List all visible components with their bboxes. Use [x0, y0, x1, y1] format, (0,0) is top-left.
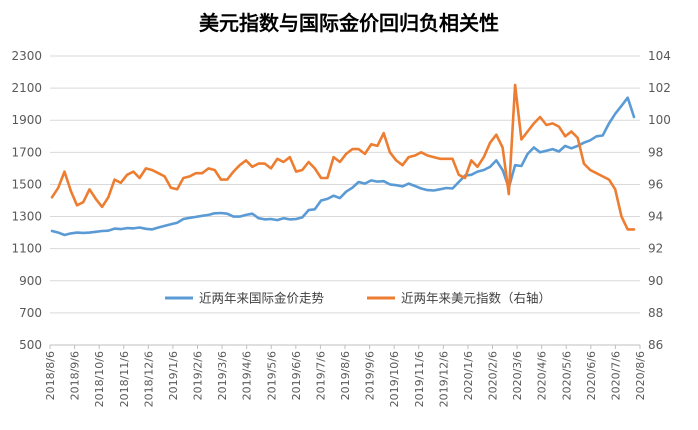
right-tick-label: 96 [648, 177, 663, 191]
x-tick-label: 2019/7/6 [314, 351, 327, 400]
left-tick-label: 900 [19, 274, 42, 288]
x-tick-label: 2019/4/6 [241, 351, 254, 400]
right-tick-label: 100 [648, 113, 671, 127]
legend-label: 近两年来美元指数（右轴） [401, 291, 551, 306]
left-tick-label: 1300 [11, 210, 42, 224]
x-tick-label: 2019/12/6 [437, 351, 450, 407]
left-tick-label: 500 [19, 338, 42, 352]
x-tick-label: 2020/4/6 [536, 351, 549, 400]
x-tick-label: 2019/11/6 [413, 351, 426, 407]
right-tick-label: 104 [648, 49, 671, 63]
right-y-axis: 86 88 90 92 94 96 98 100 102 104 [648, 49, 671, 352]
x-tick-label: 2018/11/6 [118, 351, 131, 407]
x-tick-label: 2020/2/6 [487, 351, 500, 400]
left-tick-label: 1900 [11, 113, 42, 127]
right-tick-label: 102 [648, 81, 671, 95]
x-tick-label: 2020/3/6 [511, 351, 524, 400]
gold-price-line [50, 96, 636, 237]
left-tick-label: 700 [19, 306, 42, 320]
x-tick-label: 2018/12/6 [142, 351, 155, 407]
x-tick-label: 2020/7/6 [609, 351, 622, 400]
chart-title: 美元指数与国际金价回归负相关性 [199, 11, 499, 35]
x-tick-label: 2018/8/6 [44, 351, 57, 400]
series-lines [50, 83, 636, 237]
left-tick-label: 2300 [11, 49, 42, 63]
x-tick-label: 2020/6/6 [585, 351, 598, 400]
x-tick-label: 2020/8/6 [634, 351, 647, 400]
x-tick-label: 2019/8/6 [339, 351, 352, 400]
x-tick-label: 2019/9/6 [364, 351, 377, 400]
x-tick-label: 2018/9/6 [69, 351, 82, 400]
x-tick-label: 2019/1/6 [167, 351, 180, 400]
left-tick-label: 1500 [11, 177, 42, 191]
x-tick-label: 2020/5/6 [560, 351, 573, 400]
dollar-index-line [50, 83, 636, 231]
x-tick-label: 2018/10/6 [93, 351, 106, 407]
gridlines [50, 55, 640, 346]
left-tick-label: 2100 [11, 81, 42, 95]
right-tick-label: 94 [648, 210, 663, 224]
x-tick-label: 2019/5/6 [265, 351, 278, 400]
right-tick-label: 98 [648, 145, 663, 159]
x-axis: 2018/8/6 2018/9/6 2018/10/6 2018/11/6 2018/1… [44, 344, 647, 407]
left-y-axis: 500 700 900 1100 1300 1500 1700 1900 2100 2300 [11, 49, 42, 352]
right-tick-label: 90 [648, 274, 663, 288]
right-tick-label: 88 [648, 306, 663, 320]
x-tick-label: 2019/2/6 [192, 351, 205, 400]
right-tick-label: 86 [648, 338, 663, 352]
x-tick-label: 2020/1/6 [462, 351, 475, 400]
legend-label: 近两年来国际金价走势 [199, 291, 325, 306]
left-tick-label: 1100 [11, 242, 42, 256]
x-tick-label: 2019/10/6 [388, 351, 401, 407]
left-tick-label: 1700 [11, 145, 42, 159]
x-tick-label: 2019/3/6 [216, 351, 229, 400]
legend: 近两年来国际金价走势 近两年来美元指数（右轴） [165, 291, 551, 306]
x-tick-label: 2019/6/6 [290, 351, 303, 400]
right-tick-label: 92 [648, 242, 663, 256]
